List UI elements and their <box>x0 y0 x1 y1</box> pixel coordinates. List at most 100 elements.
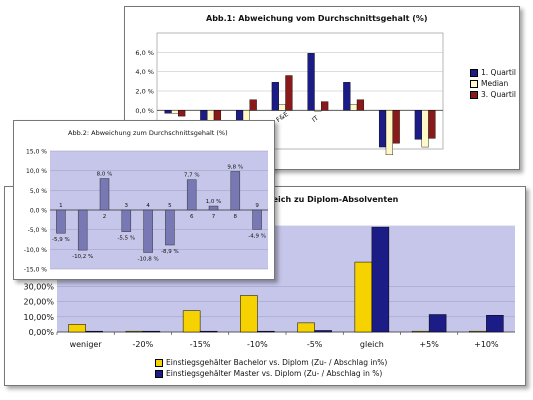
data-label-abb2: 1,0 % <box>206 199 222 205</box>
category-label-abb3: -20% <box>133 340 154 349</box>
category-label-abb2: 2 <box>103 214 107 220</box>
category-label-abb2: 7 <box>212 214 216 220</box>
bar-master <box>257 330 275 333</box>
bar-bachelor <box>469 330 487 333</box>
bar-median <box>350 104 358 111</box>
bar-median <box>385 110 393 156</box>
bar-bachelor <box>68 324 86 333</box>
legend-item-median: Median <box>470 78 516 89</box>
data-label-abb2: 8,0 % <box>97 172 113 178</box>
ytick-label-abb1: 2,0 % <box>135 88 154 96</box>
bar-abb2 <box>165 209 175 246</box>
data-label-abb2: -5,5 % <box>117 236 135 242</box>
data-label-abb2: -10,8 % <box>137 256 158 262</box>
bar-master <box>371 226 390 333</box>
bar-abb2 <box>77 209 88 251</box>
bar-q1 <box>414 110 422 140</box>
chart-title-abb2: Abb.2: Abweichung zum Durchschnittsgehal… <box>68 129 228 137</box>
ytick-label-abb2: -5,0 % <box>28 227 48 234</box>
data-label-abb2: -5,9 % <box>52 237 70 243</box>
bar-abb2 <box>56 209 66 234</box>
bar-median <box>421 110 429 148</box>
category-label-abb3: -10% <box>247 340 268 349</box>
chart-title-abb3: ...gleich zu Diplom-Absolventen <box>255 195 399 204</box>
chart-legend-abb1: 1. Quartil Median 3. Quartil <box>470 67 516 100</box>
bar-abb2 <box>99 178 110 211</box>
legend-swatch-median <box>470 79 478 88</box>
data-label-abb2: -8,9 % <box>161 249 179 255</box>
ytick-label-abb2: 15,0 % <box>26 149 47 156</box>
bar-abb2 <box>143 209 153 253</box>
ytick-label-abb1: 4,0 % <box>135 68 154 76</box>
bar-bachelor <box>240 295 258 333</box>
category-label-abb2: 5 <box>168 203 172 209</box>
chart-svg-abb2: 15,0 % 10,0 % 5,0 % 0,0 % -5,0 % -10,0 % -15,0… <box>24 149 268 274</box>
ytick-label-abb2: 0,0 % <box>30 208 47 215</box>
bar-abb2 <box>252 209 262 230</box>
category-label-abb2: 8 <box>234 214 238 220</box>
data-label-abb2: 7,7 % <box>184 173 200 179</box>
bar-master <box>486 315 504 333</box>
legend-item-bachelor: Einstiegsgehälter Bachelor vs. Diplom (Z… <box>155 357 387 368</box>
category-label-abb3: +5% <box>419 340 439 349</box>
legend-label-bachelor: Einstiegsgehälter Bachelor vs. Diplom (Z… <box>166 358 388 367</box>
chart-legend-abb3: Einstiegsgehälter Bachelor vs. Diplom (Z… <box>155 357 387 379</box>
bar-abb2 <box>230 171 241 211</box>
legend-item-q3: 3. Quartil <box>470 89 516 100</box>
ytick-label-abb2: -15,0 % <box>24 267 47 274</box>
category-label-abb2: 1 <box>59 203 63 209</box>
bar-bachelor <box>125 330 144 333</box>
ytick-label-abb2: 10,0 % <box>26 168 47 175</box>
legend-swatch-q1 <box>470 68 478 77</box>
category-label-abb2: 6 <box>190 214 194 220</box>
bar-master <box>85 330 103 333</box>
legend-swatch-q3 <box>470 90 478 99</box>
bar-q1 <box>164 110 172 114</box>
legend-label-q1: 1. Quartil <box>481 68 516 77</box>
legend-label-median: Median <box>481 79 509 88</box>
category-label-abb3: weniger <box>70 340 103 349</box>
chart-title-abb1: Abb.1: Abweichung vom Durchschnittsgehal… <box>206 14 428 23</box>
bar-q3 <box>249 99 257 111</box>
bar-bachelor <box>354 261 373 333</box>
category-label-abb2: 9 <box>255 203 259 209</box>
bar-abb2 <box>208 205 219 211</box>
ytick-label-abb3: 10,00% <box>23 313 54 322</box>
legend-swatch-master <box>155 369 163 378</box>
category-label-abb3: gleich <box>360 340 384 349</box>
category-label-abb1: IT <box>310 114 319 124</box>
bar-q3 <box>428 110 436 139</box>
category-label-abb3: -15% <box>190 340 211 349</box>
bar-q1 <box>307 53 315 111</box>
data-label-abb2: -4,9 % <box>248 233 266 239</box>
legend-item-q1: 1. Quartil <box>470 67 516 78</box>
ytick-label-abb2: -10,0 % <box>24 247 47 254</box>
legend-item-master: Einstiegsgehälter Master vs. Diplom (Zu-… <box>155 368 387 379</box>
data-label-abb2: 9,8 % <box>227 164 243 170</box>
bar-master <box>142 330 161 333</box>
bar-median <box>314 110 322 112</box>
legend-label-q3: 3. Quartil <box>481 90 516 99</box>
bar-q3 <box>178 110 186 117</box>
bar-bachelor <box>182 310 201 333</box>
bar-q3 <box>392 110 400 144</box>
bar-abb2 <box>186 179 197 211</box>
ytick-label-abb3: 30,00% <box>23 282 54 291</box>
ytick-label-abb3: 0,00% <box>29 328 55 337</box>
data-label-abb2: -10,2 % <box>72 254 93 260</box>
category-label-abb2: 3 <box>125 203 129 209</box>
bar-master <box>428 314 447 333</box>
legend-label-master: Einstiegsgehälter Master vs. Diplom (Zu-… <box>166 369 383 378</box>
bar-q1 <box>271 82 279 111</box>
legend-swatch-bachelor <box>155 358 163 367</box>
category-label-abb3: -5% <box>307 340 323 349</box>
ytick-label-abb2: 5,0 % <box>30 188 47 195</box>
bar-q3 <box>285 75 293 111</box>
bar-q1 <box>343 82 351 111</box>
bar-bachelor <box>297 322 315 333</box>
ytick-label-abb1: 6,0 % <box>135 49 154 57</box>
bar-median <box>171 110 179 114</box>
category-label-abb3: +10% <box>474 340 499 349</box>
ytick-label-abb1: 0,0 % <box>135 107 154 115</box>
bar-q3 <box>321 101 329 111</box>
